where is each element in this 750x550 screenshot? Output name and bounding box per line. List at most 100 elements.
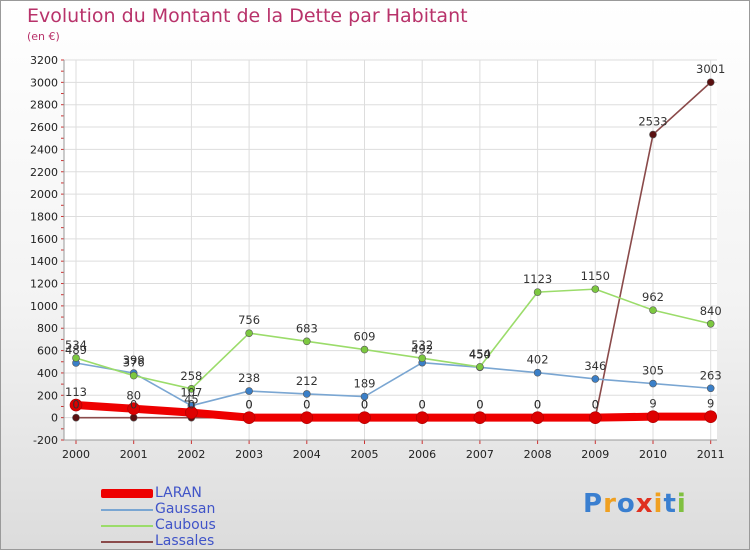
data-point-caubous (302, 337, 311, 346)
data-label-lassales: 0 (361, 398, 368, 412)
data-point-lassales (129, 413, 138, 422)
data-label-gaussan: 212 (296, 374, 318, 388)
data-label-gaussan: 489 (65, 343, 87, 357)
data-point-gaussan (302, 390, 311, 398)
data-point-laran (300, 411, 314, 424)
series-line-caubous (75, 288, 712, 390)
y-tick-label: 0 (51, 412, 58, 425)
legend-item-laran: LARAN (101, 485, 301, 501)
y-tick-label: -200 (33, 434, 58, 447)
data-label-caubous: 756 (238, 313, 260, 327)
legend-swatch-caubous (101, 525, 153, 527)
data-label-laran: 0 (361, 398, 368, 412)
logo-letter: P (583, 489, 604, 519)
data-label-lassales: 0 (188, 398, 195, 412)
y-tick-label: 2000 (30, 188, 58, 201)
data-point-gaussan (649, 379, 657, 388)
legend-swatch-lassales (101, 541, 153, 543)
x-tick-label: 2006 (408, 448, 436, 461)
data-label-laran: 0 (245, 398, 252, 412)
data-label-lassales: 0 (592, 398, 599, 412)
data-label-gaussan: 450 (469, 347, 491, 361)
data-point-caubous (245, 329, 253, 337)
y-tick-label: 1800 (30, 210, 58, 223)
data-label-caubous: 534 (65, 338, 87, 352)
series-line-gaussan (75, 361, 712, 407)
data-point-caubous (187, 385, 196, 393)
data-point-gaussan (533, 368, 542, 377)
x-tick-label: 2002 (177, 448, 205, 461)
legend-label-caubous: Caubous (155, 517, 216, 533)
data-point-lassales (72, 413, 80, 422)
chart-subtitle: (en €) (27, 30, 60, 43)
data-label-gaussan: 238 (238, 371, 260, 385)
data-label-caubous: 962 (642, 290, 664, 304)
data-label-laran: 80 (126, 389, 141, 403)
logo-letter: i (676, 489, 687, 519)
x-tick-label: 2008 (524, 448, 552, 461)
data-point-caubous (418, 354, 427, 362)
data-point-caubous (476, 363, 484, 371)
legend: LARAN Gaussan Caubous Lassales (101, 485, 301, 549)
y-tick-label: 1000 (30, 300, 58, 313)
data-label-caubous: 258 (180, 369, 202, 383)
data-point-gaussan (591, 375, 600, 383)
data-label-laran: 0 (419, 398, 426, 412)
data-label-gaussan: 399 (123, 353, 145, 367)
data-label-lassales: 0 (476, 398, 483, 412)
legend-label-laran: LARAN (155, 485, 202, 501)
data-label-caubous: 609 (354, 330, 376, 344)
x-tick-label: 2009 (581, 448, 609, 461)
data-label-gaussan: 263 (700, 368, 722, 382)
data-label-laran: 0 (534, 398, 541, 412)
logo-letter: t (663, 489, 677, 519)
data-label-laran: 113 (65, 385, 87, 399)
y-tick-label: 200 (37, 389, 58, 402)
proxiti-logo: Proxiti (583, 489, 687, 519)
data-label-laran: 0 (592, 398, 599, 412)
data-label-lassales: 0 (534, 398, 541, 412)
data-point-gaussan (360, 392, 369, 401)
y-tick-label: 1600 (30, 233, 58, 246)
data-label-caubous: 454 (469, 347, 491, 361)
y-tick-label: 3200 (30, 54, 58, 67)
x-tick-label: 2003 (235, 448, 263, 461)
data-point-caubous (72, 354, 80, 362)
data-point-caubous (129, 371, 138, 380)
data-label-gaussan: 189 (354, 377, 376, 391)
data-label-caubous: 1123 (523, 272, 552, 286)
data-label-laran: 9 (649, 397, 656, 411)
y-tick-label: 600 (37, 345, 58, 358)
data-label-lassales: 2533 (638, 115, 667, 129)
data-point-gaussan (706, 384, 715, 393)
y-tick-label: 2200 (30, 166, 58, 179)
legend-label-lassales: Lassales (155, 533, 215, 549)
legend-swatch-laran (101, 489, 153, 498)
data-label-gaussan: 402 (527, 353, 549, 367)
y-tick-label: 2400 (30, 143, 58, 156)
data-point-caubous (649, 306, 657, 314)
data-label-gaussan: 107 (180, 386, 202, 400)
data-point-laran (473, 411, 487, 424)
y-tick-label: 2800 (30, 99, 58, 112)
y-tick-label: 800 (37, 322, 58, 335)
data-label-laran: 45 (184, 393, 199, 407)
data-label-caubous: 1150 (581, 269, 610, 283)
data-label-caubous: 683 (296, 321, 318, 335)
data-label-lassales: 0 (419, 398, 426, 412)
data-point-laran (69, 398, 83, 412)
data-point-caubous (591, 285, 600, 293)
series-line-laran (72, 401, 715, 422)
data-point-laran (646, 410, 660, 423)
x-tick-label: 2007 (466, 448, 494, 461)
data-label-laran: 9 (707, 397, 714, 411)
legend-swatch-gaussan (101, 509, 153, 511)
data-point-laran (588, 411, 602, 424)
data-label-laran: 0 (476, 398, 483, 412)
logo-letter: r (603, 489, 617, 519)
data-point-caubous (533, 288, 542, 296)
data-label-caubous: 532 (411, 338, 433, 352)
data-point-laran (242, 411, 256, 424)
y-tick-label: 400 (37, 367, 58, 380)
